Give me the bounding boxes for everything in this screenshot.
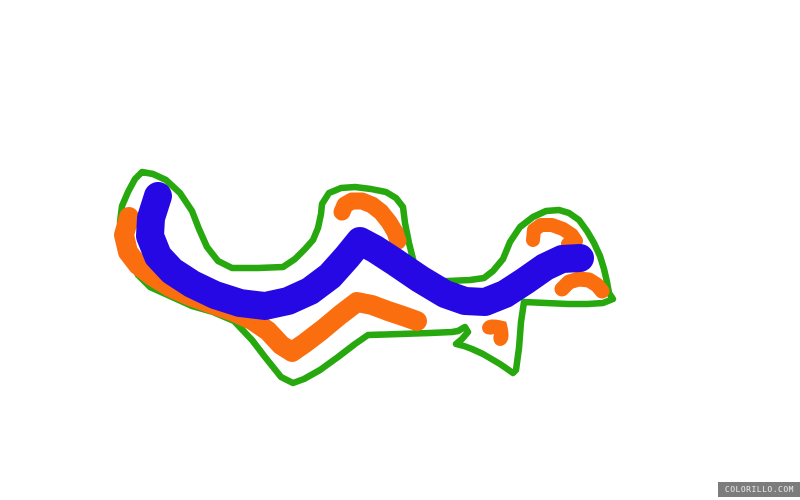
orange-middle-arc-stroke [333,192,407,250]
blue-wave-stroke [136,182,594,320]
orange-right-top-arc-stroke [526,218,583,251]
orange-long-stroke [114,207,427,362]
green-outline-stroke [116,168,617,387]
watermark: COLORILLO.COM [717,482,800,497]
watermark-text: COLORILLO.COM [724,485,794,494]
orange-right-lower-stroke [554,271,610,299]
orange-heart [482,319,509,346]
